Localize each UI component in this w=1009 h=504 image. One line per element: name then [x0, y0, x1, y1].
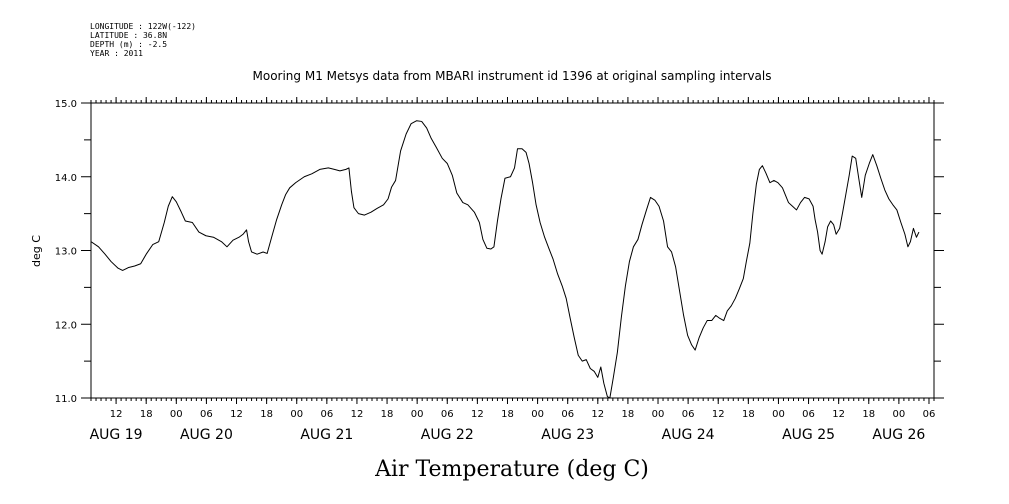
tick-labels: 12 18 00 06 12 18 00 06 12 18 00 06 12 18 00 06 12 18 00 06…	[55, 99, 936, 443]
x-tick-label: 00	[411, 409, 424, 420]
x-tick-label: 06	[923, 409, 936, 420]
x-tick-label: 12	[591, 409, 604, 420]
x-tick-label: 12	[712, 409, 725, 420]
x-axis-label: Air Temperature (deg C)	[374, 457, 649, 482]
x-day-label: AUG 20	[180, 427, 233, 443]
x-tick-label: 06	[320, 409, 333, 420]
y-axis-label: deg C	[30, 235, 43, 267]
chart-title: Mooring M1 Metsys data from MBARI instru…	[253, 69, 772, 83]
x-tick-label: 18	[260, 409, 273, 420]
x-tick-label: 18	[501, 409, 514, 420]
x-tick-label: 12	[230, 409, 243, 420]
x-tick-label: 00	[772, 409, 785, 420]
series-layer	[90, 120, 920, 399]
depth-text: DEPTH (m) : -2.5	[90, 40, 168, 49]
x-tick-label: 18	[381, 409, 394, 420]
x-tick-label: 06	[682, 409, 695, 420]
x-tick-label: 12	[471, 409, 484, 420]
metadata-block: LONGITUDE : 122W(-122) LATITUDE : 36.8N …	[90, 22, 196, 58]
longitude-text: LONGITUDE : 122W(-122)	[90, 22, 196, 31]
y-tick-label: 13.0	[55, 247, 77, 258]
x-tick-label: 18	[140, 409, 153, 420]
x-tick-label: 18	[862, 409, 875, 420]
x-day-label: AUG 25	[782, 427, 835, 443]
x-tick-label: 06	[561, 409, 574, 420]
y-tick-label: 15.0	[55, 99, 77, 110]
year-text: YEAR : 2011	[90, 49, 143, 58]
x-tick-label: 18	[622, 409, 635, 420]
x-tick-label: 00	[170, 409, 183, 420]
x-tick-label: 12	[832, 409, 845, 420]
x-tick-label: 06	[802, 409, 815, 420]
latitude-text: LATITUDE : 36.8N	[90, 31, 168, 40]
x-day-label: AUG 19	[90, 427, 143, 443]
x-tick-label: 00	[652, 409, 665, 420]
x-tick-label: 18	[742, 409, 755, 420]
x-day-label: AUG 21	[300, 427, 353, 443]
y-tick-label: 14.0	[55, 173, 77, 184]
y-tick-label: 12.0	[55, 320, 77, 331]
axes	[90, 102, 935, 399]
x-tick-label: 00	[290, 409, 303, 420]
x-tick-label: 00	[531, 409, 544, 420]
plot-frame	[90, 102, 935, 399]
x-tick-label: 00	[893, 409, 906, 420]
x-tick-label: 06	[441, 409, 454, 420]
y-tick-label: 11.0	[55, 394, 77, 405]
series-line-0	[90, 120, 920, 399]
x-day-label: AUG 24	[662, 427, 715, 443]
x-day-label: AUG 26	[872, 427, 925, 443]
x-tick-label: 06	[200, 409, 213, 420]
x-tick-label: 12	[110, 409, 123, 420]
x-tick-label: 12	[351, 409, 364, 420]
x-day-label: AUG 23	[541, 427, 594, 443]
x-day-label: AUG 22	[421, 427, 474, 443]
tick-marks	[81, 97, 944, 404]
